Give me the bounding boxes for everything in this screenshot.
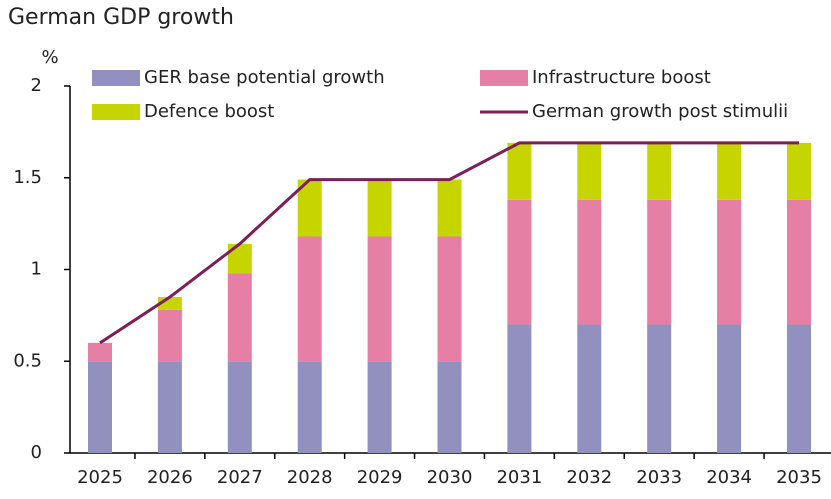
y-tick-label: 1.5 [13,167,42,188]
bar-segment [717,199,742,325]
bar-segment [787,199,811,325]
legend-label: GER base potential growth [144,67,385,88]
bar-segment [227,243,252,274]
bar-segment [647,142,672,200]
x-tick-label: 2035 [776,467,822,488]
y-tick-label: 0.5 [13,350,42,371]
x-tick-label: 2028 [287,467,333,488]
legend-swatch [92,70,140,86]
bar-segment [787,142,811,200]
bar-segment [507,199,532,325]
legend-swatch [92,104,140,120]
chart-title: German GDP growth [8,5,234,30]
x-tick-label: 2025 [77,467,123,488]
x-tick-label: 2034 [706,467,752,488]
x-tick-label: 2033 [636,467,682,488]
bar-segment [787,324,811,453]
x-tick-label: 2029 [357,467,403,488]
x-tick-label: 2031 [496,467,542,488]
bar-segment [577,324,602,453]
bar-segment [647,324,672,453]
bar-segment [647,199,672,325]
legend-label: Defence boost [144,101,274,122]
bar-segment [157,309,182,362]
bar-segment [437,361,462,453]
bar-segment [88,342,112,362]
x-tick-label: 2032 [566,467,612,488]
legend-swatch [480,70,528,86]
bar-segment [507,324,532,453]
line [99,141,799,345]
bar-segment [227,361,252,453]
bar-segment [157,361,182,453]
bar-segment [437,236,462,362]
y-tick-label: 0 [31,442,42,463]
x-tick-label: 2027 [217,467,263,488]
bar-segment [297,236,322,362]
y-tick-label: 1 [31,259,42,280]
legend-label: Infrastructure boost [532,67,711,88]
bar-segment [297,361,322,453]
bar-segment [367,361,392,453]
bar-segment [507,142,532,200]
bar-segment [717,142,742,200]
bar-segment [437,179,462,237]
bar-segment [227,273,252,362]
bar-segment [88,361,112,453]
y-axis-label: % [41,47,58,68]
bar-segment [297,179,322,237]
bar-segment [367,179,392,237]
bar-segment [717,324,742,453]
x-tick-label: 2030 [427,467,473,488]
bar-segment [577,142,602,200]
bar-segment [577,199,602,325]
y-tick-label: 2 [31,75,42,96]
bar-segment [367,236,392,362]
x-tick-label: 2026 [147,467,193,488]
legend-label: German growth post stimulii [532,101,788,122]
